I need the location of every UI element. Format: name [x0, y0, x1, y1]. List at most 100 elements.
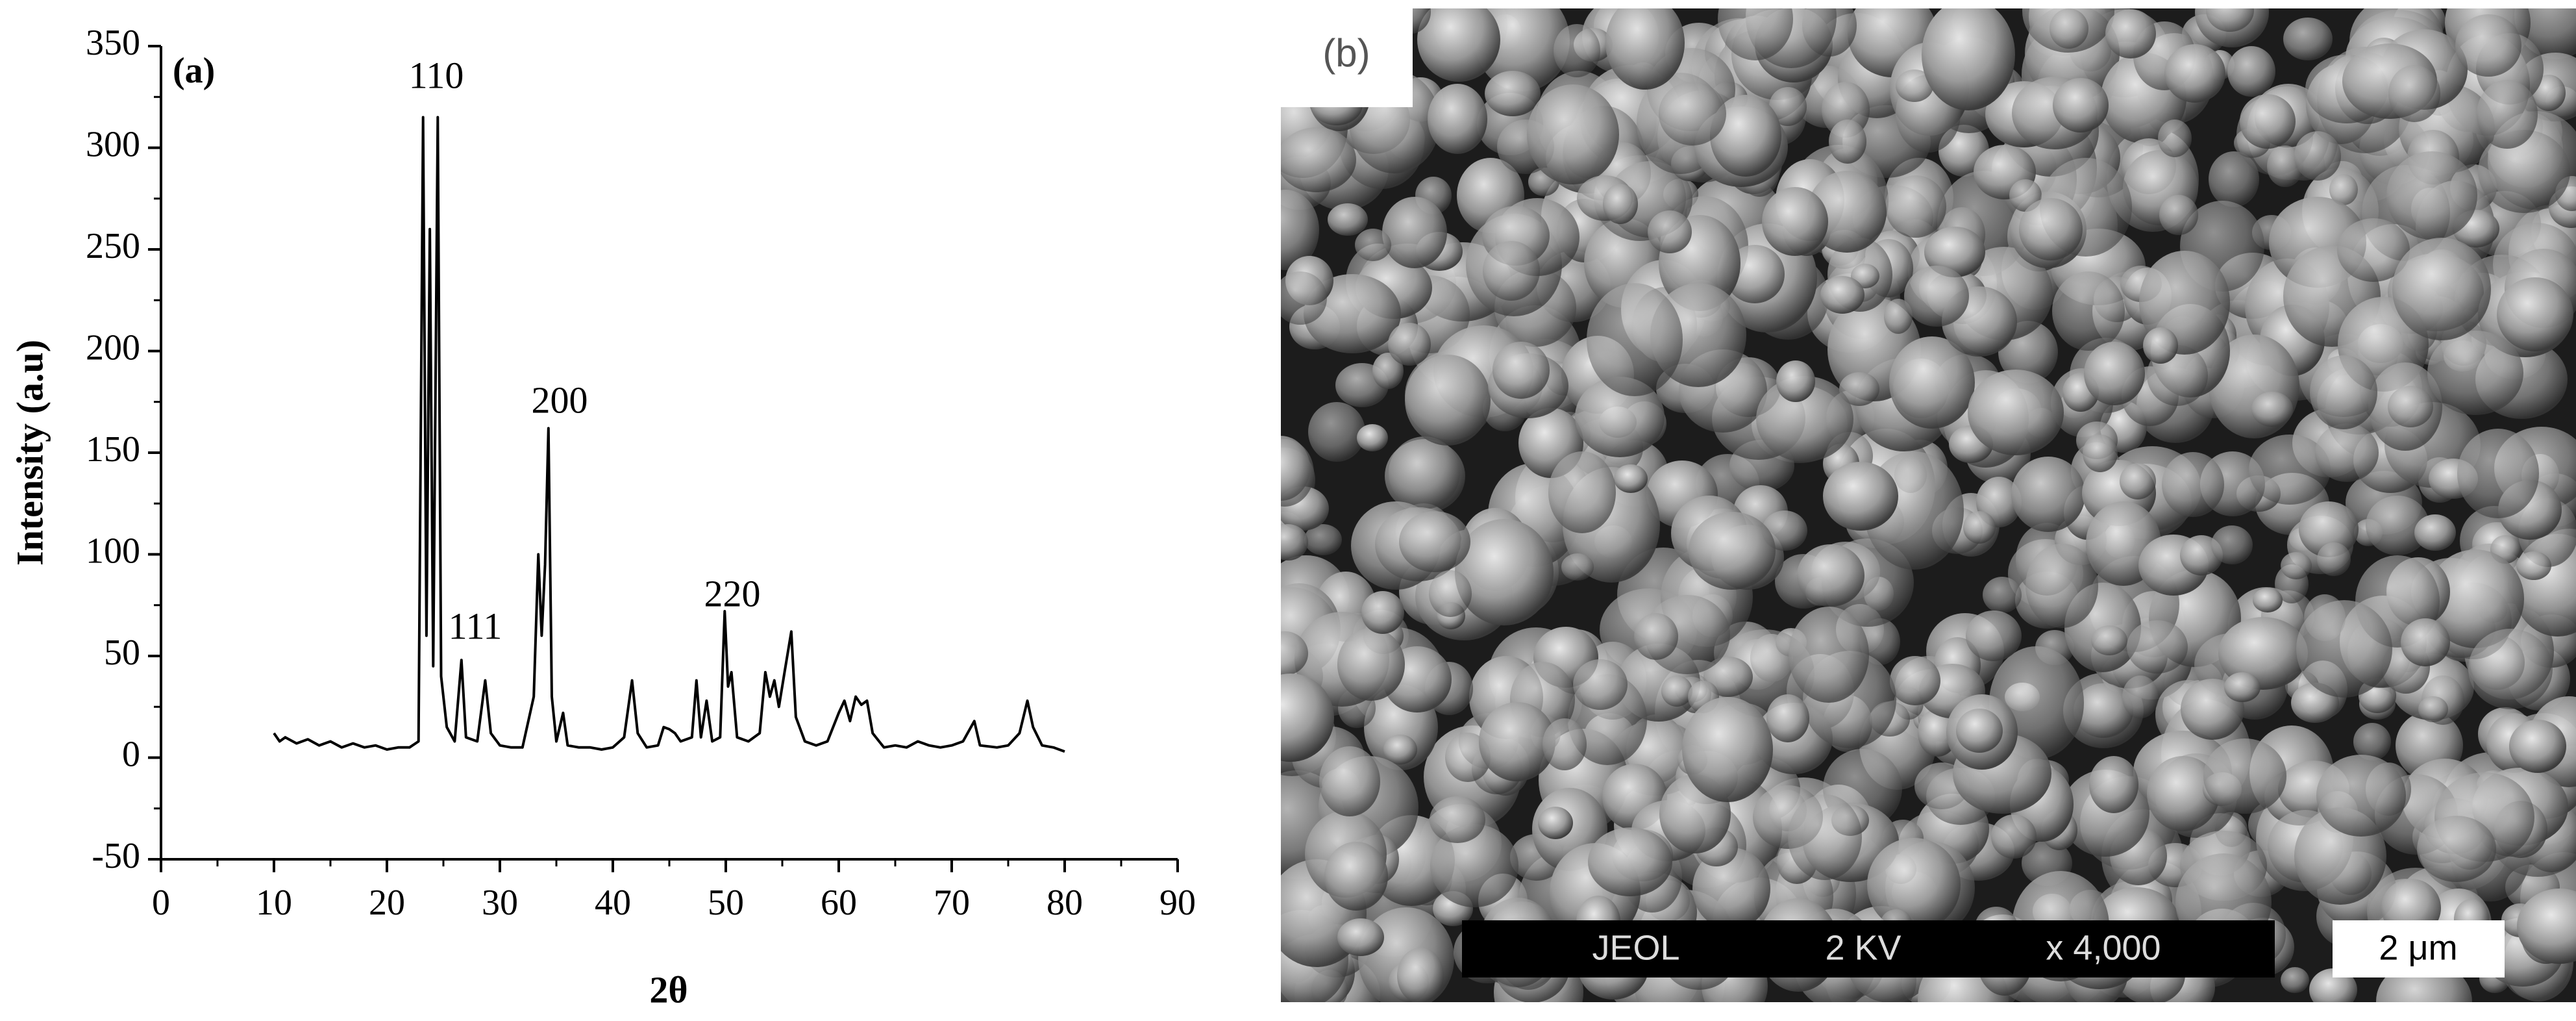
- grain: [1890, 656, 1940, 705]
- voltage: 2 KV: [1825, 928, 1901, 967]
- grain: [1548, 451, 1616, 533]
- x-tick-label: 30: [482, 883, 518, 923]
- grain: [1797, 544, 1864, 607]
- grain: [1766, 694, 1809, 742]
- grain: [1573, 659, 1628, 710]
- grain: [2019, 198, 2083, 260]
- grain: [2011, 457, 2085, 532]
- grain: [1820, 276, 1864, 314]
- grain: [1710, 95, 1781, 177]
- y-tick-label: 100: [86, 531, 140, 571]
- grain: [1455, 519, 1554, 625]
- grain: [2478, 130, 2570, 213]
- y-axis-label: Intensity (a.u): [8, 340, 51, 566]
- grain: [2162, 452, 2224, 517]
- grain: [2299, 501, 2359, 557]
- grain: [1417, 8, 1500, 82]
- grain: [1789, 607, 1869, 703]
- grain: [1428, 84, 1487, 154]
- grain: [2089, 756, 2138, 813]
- x-tick-label: 90: [1159, 883, 1196, 923]
- grain: [1703, 657, 1753, 697]
- grain: [2050, 8, 2088, 49]
- grain: [2517, 889, 2576, 964]
- grain: [2337, 218, 2410, 282]
- grain: [1776, 360, 1815, 402]
- grain: [1963, 511, 1996, 544]
- grain: [2158, 120, 2192, 157]
- grain: [1304, 524, 1342, 555]
- grain: [1829, 120, 1866, 164]
- grain: [1648, 210, 1692, 253]
- y-tick-label: 50: [104, 633, 140, 673]
- grain: [2053, 78, 2109, 132]
- magnification: x 4,000: [2046, 928, 2161, 967]
- grain: [2105, 9, 2156, 58]
- grain: [1896, 69, 1933, 102]
- peak-annotation: 111: [449, 605, 502, 647]
- grain: [1561, 553, 1594, 581]
- grain: [2025, 544, 2098, 628]
- grain: [1281, 631, 1308, 675]
- grain: [2127, 620, 2188, 674]
- grain: [1429, 570, 1472, 617]
- grain: [1884, 299, 1913, 334]
- grain: [1918, 709, 1958, 757]
- scale-box: [2333, 920, 2505, 977]
- grain: [2084, 342, 2145, 405]
- grain: [1542, 718, 1587, 770]
- grain: [1328, 203, 1368, 236]
- grain: [1692, 848, 1770, 929]
- x-tick-label: 50: [708, 883, 744, 923]
- grain: [2052, 271, 2125, 351]
- grain: [1885, 175, 1946, 238]
- grain: [2417, 816, 2496, 882]
- grain: [2206, 8, 2254, 32]
- y-tick-label: 250: [86, 226, 140, 266]
- grain: [2203, 738, 2286, 814]
- grain: [2427, 549, 2524, 648]
- grain: [1867, 838, 1961, 931]
- x-tick-label: 60: [821, 883, 857, 923]
- grain: [1823, 462, 1898, 531]
- instrument: JEOL: [1592, 928, 1679, 967]
- grain: [1983, 577, 2022, 613]
- grain: [2227, 46, 2275, 97]
- grain: [2281, 967, 2309, 993]
- grain: [1575, 377, 1665, 457]
- grain: [2218, 617, 2308, 690]
- grain: [1991, 814, 2037, 859]
- grain: [1661, 675, 1692, 707]
- x-tick-label: 70: [934, 883, 970, 923]
- grain: [1382, 197, 1447, 268]
- grain: [1388, 323, 1431, 366]
- grain: [1281, 271, 1327, 325]
- panel-label: (b): [1322, 31, 1370, 75]
- grain: [1527, 84, 1619, 184]
- y-tick-label: 150: [86, 429, 140, 470]
- grain: [1966, 611, 2022, 661]
- grain: [2315, 423, 2379, 482]
- grain: [2143, 327, 2178, 364]
- grain: [2240, 94, 2296, 149]
- xrd-chart: (a) 2θ Intensity (a.u) 0 10 20 30 40 50 60 70 80…: [8, 23, 1196, 1011]
- grain: [2366, 496, 2429, 555]
- grain: [1389, 436, 1460, 509]
- grain: [2509, 720, 2566, 773]
- grain: [2249, 435, 2331, 505]
- grain: [1281, 190, 1319, 270]
- x-tick-label: 40: [595, 883, 631, 923]
- grain: [1399, 511, 1470, 572]
- grain: [1588, 827, 1672, 896]
- grain: [2091, 625, 2127, 655]
- grain: [1904, 266, 1969, 327]
- grain: [1889, 336, 1975, 429]
- grain: [2401, 618, 2450, 666]
- grain: [2283, 18, 2333, 60]
- grain: [1922, 8, 2015, 110]
- grain: [1682, 697, 1773, 802]
- xrd-line: [273, 116, 1065, 753]
- grain: [1355, 229, 1391, 261]
- grain: [2329, 174, 2358, 205]
